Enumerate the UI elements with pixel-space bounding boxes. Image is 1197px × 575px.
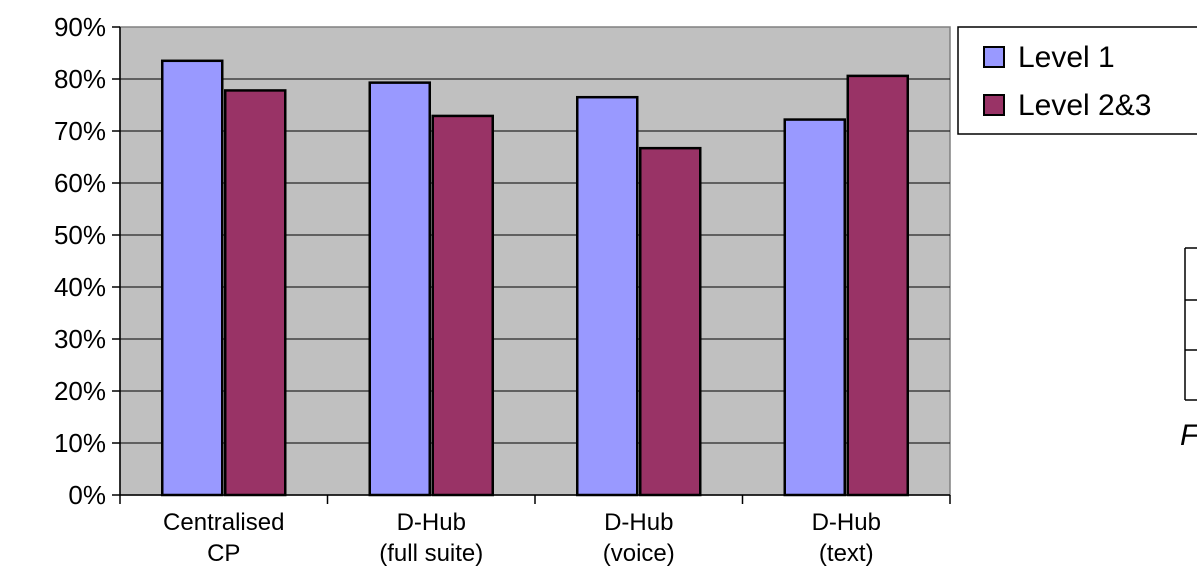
x-category-label: (text) xyxy=(819,540,874,567)
x-category-label: Centralised xyxy=(163,509,284,536)
bar-level-2and3 xyxy=(639,146,702,497)
legend-box xyxy=(957,26,1197,135)
y-tick-label: 30% xyxy=(54,324,106,354)
x-category-label: D-Hub xyxy=(812,509,881,536)
bars xyxy=(161,59,909,497)
x-category-label: (full suite) xyxy=(379,540,483,567)
y-tick-label: 10% xyxy=(54,428,106,458)
bar-level-2and3 xyxy=(431,114,494,497)
y-tick-label: 0% xyxy=(68,480,106,510)
legend-label-level-1: Level 1 xyxy=(1018,41,1115,74)
x-category-label: (voice) xyxy=(603,540,675,567)
y-tick-label: 20% xyxy=(54,376,106,406)
bar-level-1 xyxy=(783,118,846,497)
legend: Level 1 Level 2&3 xyxy=(957,26,1197,135)
legend-label-level-2and3: Level 2&3 xyxy=(1018,89,1151,122)
legend-swatch-level-2and3 xyxy=(983,94,1005,116)
y-tick-label: 50% xyxy=(54,220,106,250)
legend-swatch-level-1 xyxy=(983,46,1005,68)
y-tick-label: 90% xyxy=(54,12,106,42)
x-category-label: D-Hub xyxy=(604,509,673,536)
y-tick-label: 80% xyxy=(54,64,106,94)
bar-level-2and3 xyxy=(224,89,287,497)
partial-table-fragment xyxy=(1184,247,1197,401)
x-axis-categories: Centralised CP D-Hub (full suite) D-Hub (voic… xyxy=(119,495,951,567)
y-tick-label: 40% xyxy=(54,272,106,302)
bar-level-1 xyxy=(576,95,639,497)
x-category-label: CP xyxy=(207,540,240,567)
y-tick-label: 70% xyxy=(54,116,106,146)
x-category-label: D-Hub xyxy=(397,509,466,536)
y-axis-ticks: 0% 10% 20% 30% 40% 50% 60% 70% 80% 90% xyxy=(54,12,120,510)
side-caption-fragment: F xyxy=(1180,419,1197,452)
bar-level-1 xyxy=(161,59,224,497)
bar-level-2and3 xyxy=(846,74,909,497)
bar-level-1 xyxy=(368,81,431,497)
y-tick-label: 60% xyxy=(54,168,106,198)
